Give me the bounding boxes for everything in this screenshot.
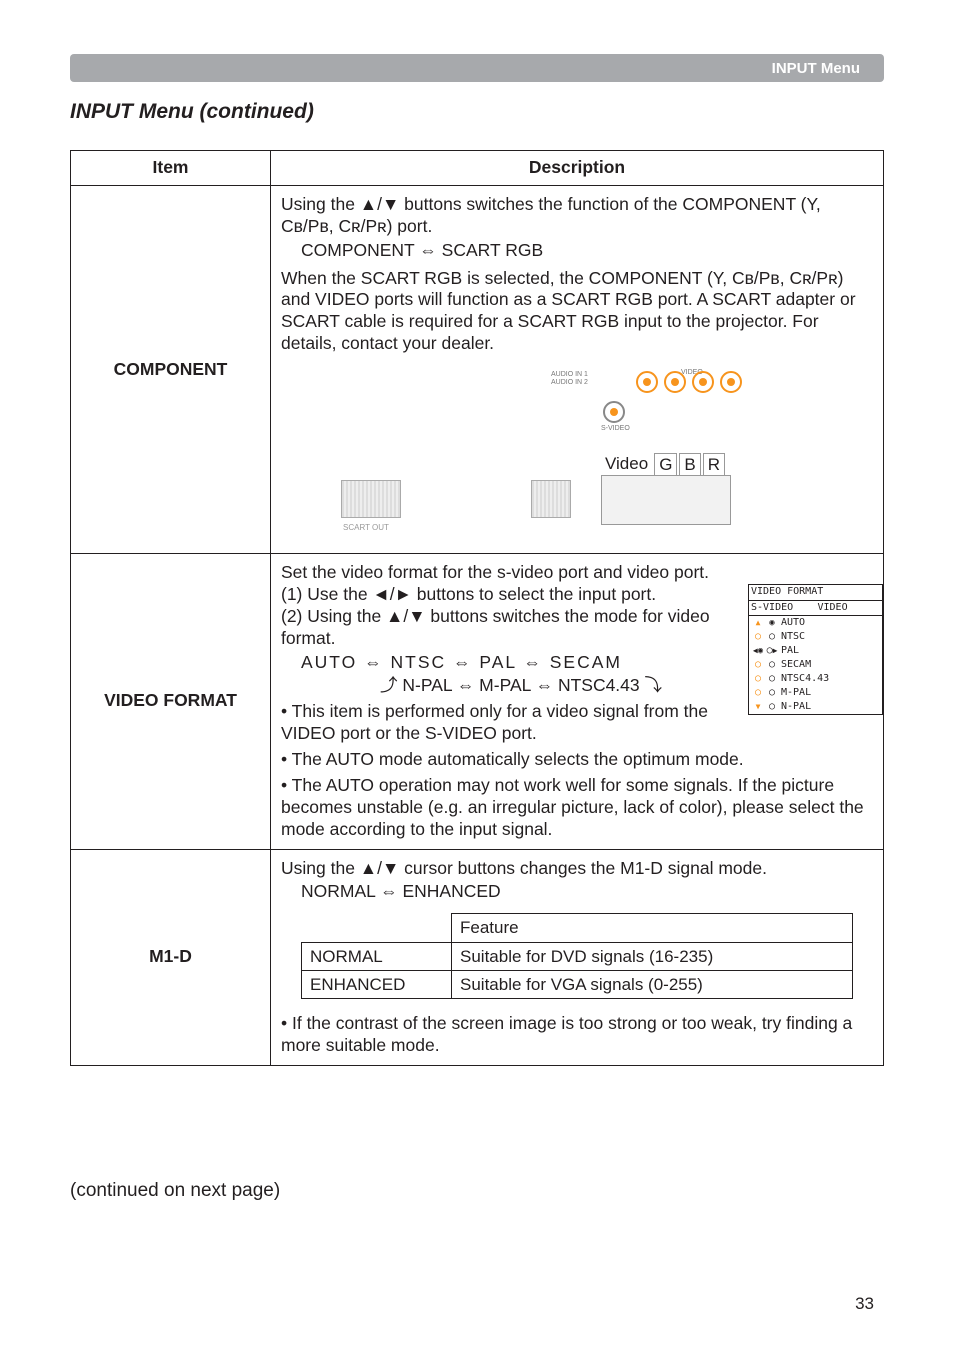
continued-label: (continued on next page) [70, 1180, 280, 1202]
rca-icon [636, 371, 658, 393]
rca-icon [664, 371, 686, 393]
label-scart-out: SCART OUT [343, 523, 389, 533]
m1d-line1: Using the ▲/▼ cursor buttons changes the… [281, 858, 873, 880]
settings-table: Item Description COMPONENT Using the ▲/▼… [70, 150, 884, 1066]
component-diagram: AUDIO IN 1 AUDIO IN 2 VIDEO S-VIDEO Vide… [281, 365, 873, 545]
m1d-mode-0: NORMAL [302, 942, 452, 970]
vf-bullet1: • This item is performed only for a vide… [281, 701, 721, 745]
m1d-feature-0: Suitable for DVD signals (16-235) [452, 942, 853, 970]
col-header-description: Description [271, 151, 884, 186]
scart-adapter-icon [601, 475, 731, 525]
label-video-word: Video [601, 453, 652, 476]
m1d-sub-empty [302, 914, 452, 942]
video-format-osd: VIDEO FORMAT S-VIDEO VIDEO AUTONTSCPALSE… [748, 584, 883, 715]
label-audio-in2: AUDIO IN 2 [551, 379, 588, 388]
rca-icon [692, 371, 714, 393]
osd-row: N-PAL [749, 700, 882, 714]
component-line2: COMPONENT ⇔ SCART RGB [301, 240, 873, 262]
page-number: 33 [855, 1294, 874, 1314]
m1d-feature-1: Suitable for VGA signals (0-255) [452, 970, 853, 998]
osd-col-svideo: S-VIDEO [749, 601, 816, 616]
osd-rows: AUTONTSCPALSECAMNTSC4.43M-PALN-PAL [749, 616, 882, 714]
item-component: COMPONENT [71, 185, 271, 553]
menu-header-label: INPUT Menu [772, 60, 860, 77]
osd-row: SECAM [749, 658, 882, 672]
cable-end-icon [531, 480, 571, 518]
vf-line4: AUTO ⇔ NTSC ⇔ PAL ⇔ SECAM [301, 652, 741, 674]
m1d-sub-head: Feature [452, 914, 853, 942]
col-header-item: Item [71, 151, 271, 186]
desc-m1d: Using the ▲/▼ cursor buttons changes the… [271, 849, 884, 1065]
rca-icon [720, 371, 742, 393]
vf-bullet3: • The AUTO operation may not work well f… [281, 775, 873, 841]
svideo-icon [603, 401, 625, 423]
m1d-mode-1: ENHANCED [302, 970, 452, 998]
m1d-line2: NORMAL ⇔ ENHANCED [301, 881, 873, 903]
label-r: R [703, 453, 725, 476]
menu-header-bar: INPUT Menu [70, 54, 884, 82]
osd-row: NTSC4.43 [749, 672, 882, 686]
vf-line3: (2) Using the ▲/▼ buttons switches the m… [281, 606, 721, 650]
vf-bullet2: • The AUTO mode automatically selects th… [281, 749, 873, 771]
m1d-bullet: • If the contrast of the screen image is… [281, 1013, 873, 1057]
m1d-subtable: Feature NORMAL Suitable for DVD signals … [301, 913, 853, 999]
label-b: B [679, 453, 700, 476]
component-line3: When the SCART RGB is selected, the COMP… [281, 268, 873, 356]
item-video-format: VIDEO FORMAT [71, 554, 271, 850]
scart-connector-icon [341, 480, 401, 518]
item-m1d: M1-D [71, 849, 271, 1065]
osd-row: M-PAL [749, 686, 882, 700]
gbr-labels: Video G B R [601, 453, 725, 476]
osd-row: NTSC [749, 630, 882, 644]
vf-line1: Set the video format for the s-video por… [281, 562, 873, 584]
osd-col-video: VIDEO [816, 601, 883, 616]
vf-line5: ⤴ N-PAL ⇔ M-PAL ⇔ NTSC4.43 ⤵ [301, 675, 741, 697]
desc-video-format: Set the video format for the s-video por… [271, 554, 884, 850]
rca-connectors-top [636, 371, 742, 393]
osd-row: AUTO [749, 616, 882, 630]
osd-row: PAL [749, 644, 882, 658]
table-row: ENHANCED Suitable for VGA signals (0-255… [302, 970, 853, 998]
label-s-video: S-VIDEO [601, 425, 630, 434]
desc-component: Using the ▲/▼ buttons switches the funct… [271, 185, 884, 553]
label-g: G [654, 453, 677, 476]
osd-title: VIDEO FORMAT [749, 585, 882, 601]
component-line1: Using the ▲/▼ buttons switches the funct… [281, 194, 873, 238]
table-row: NORMAL Suitable for DVD signals (16-235) [302, 942, 853, 970]
section-title: INPUT Menu (continued) [70, 100, 314, 124]
